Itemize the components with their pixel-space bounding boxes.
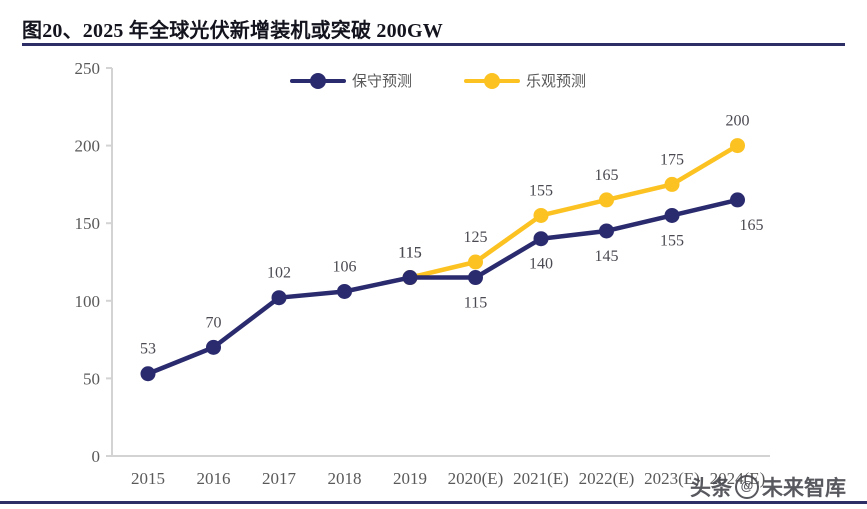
data-label: 175 (660, 151, 684, 168)
watermark-at-icon: @ (735, 475, 759, 499)
x-tick-label: 2015 (131, 469, 165, 488)
series-line-conservative (145, 197, 740, 376)
x-tick-label: 2019 (393, 469, 427, 488)
x-tick-label: 2017 (262, 469, 297, 488)
y-tick-label: 200 (75, 137, 101, 156)
page-title: 图20、2025 年全球光伏新增装机或突破 200GW (22, 20, 443, 42)
chart-axes (106, 67, 770, 457)
data-point[interactable] (206, 339, 221, 355)
x-tick-label: 2020(E) (448, 469, 504, 488)
watermark-suffix: 未来智库 (762, 477, 846, 500)
data-label: 155 (660, 232, 684, 249)
legend-dot-conservative (310, 72, 326, 89)
data-label: 70 (206, 314, 222, 331)
data-label: 102 (267, 265, 291, 282)
data-point[interactable] (664, 176, 680, 192)
data-label: 115 (398, 245, 421, 262)
data-point[interactable] (468, 254, 483, 270)
legend-marker-optimistic-icon (464, 72, 521, 89)
y-tick-label: 50 (83, 369, 100, 388)
data-point[interactable] (664, 207, 680, 223)
chart-legend: 保守预测 乐观预测 (290, 70, 586, 91)
legend-marker-conservative-icon (290, 72, 346, 89)
legend-label-conservative: 保守预测 (352, 74, 413, 90)
data-point[interactable] (730, 138, 745, 154)
data-label: 165 (595, 167, 619, 184)
y-axis-tick-labels: 0 50 100 150 200 250 (75, 59, 101, 466)
x-tick-label: 2018 (328, 469, 362, 488)
data-label: 125 (464, 229, 488, 246)
data-label: 115 (398, 245, 421, 262)
y-tick-label: 0 (92, 447, 101, 466)
data-label: 53 (140, 341, 156, 358)
data-point[interactable] (533, 231, 549, 247)
data-point[interactable] (337, 283, 352, 299)
data-label: 106 (333, 258, 357, 275)
data-point[interactable] (599, 223, 614, 239)
page-bottom-rule (0, 501, 867, 504)
series-line-optimistic (407, 143, 740, 280)
chart-series (140, 138, 745, 382)
line-chart: 0 50 100 150 200 250 2015 2016 2017 2018 2019 2020… (0, 50, 867, 500)
x-tick-label: 2016 (197, 469, 231, 488)
y-tick-label: 100 (75, 292, 101, 311)
data-point[interactable] (533, 207, 549, 223)
y-tick-label: 250 (75, 59, 101, 78)
watermark-prefix: 头条 (690, 477, 732, 500)
data-label: 155 (529, 182, 553, 199)
data-label: 140 (529, 256, 553, 273)
legend-label-optimistic: 乐观预测 (526, 74, 587, 90)
y-tick-label: 150 (75, 214, 101, 233)
x-tick-label: 2022(E) (579, 469, 635, 488)
data-label: 115 (464, 295, 487, 312)
x-tick-label: 2021(E) (513, 469, 569, 488)
x-axis-tick-labels: 2015 2016 2017 2018 2019 2020(E) 2021(E) 2022(E… (131, 469, 765, 488)
data-point[interactable] (599, 192, 614, 208)
watermark: 头条 @ 未来智库 (690, 472, 846, 502)
title-bar: 图20、2025 年全球光伏新增装机或突破 200GW (22, 14, 845, 46)
legend-item-conservative[interactable]: 保守预测 (290, 70, 412, 91)
legend-item-optimistic[interactable]: 乐观预测 (464, 70, 586, 91)
data-label: 145 (595, 248, 619, 265)
data-point[interactable] (402, 270, 418, 286)
data-point[interactable] (468, 270, 483, 286)
data-point[interactable] (271, 290, 287, 306)
data-label: 165 (740, 217, 764, 234)
legend-dot-optimistic (484, 72, 501, 89)
chart-svg: 0 50 100 150 200 250 2015 2016 2017 2018 2019 2020… (75, 59, 770, 488)
x-tick-label: 2023(E) (644, 469, 700, 488)
data-label: 200 (726, 113, 750, 130)
data-point[interactable] (140, 366, 156, 382)
data-point[interactable] (730, 192, 745, 208)
